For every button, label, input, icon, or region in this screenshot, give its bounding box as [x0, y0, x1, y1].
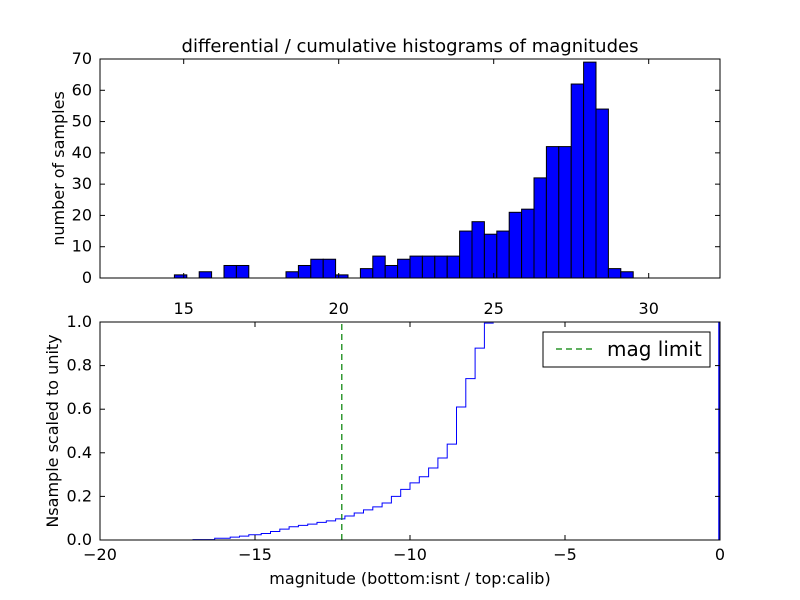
histogram-bar — [421, 255, 436, 279]
histogram-bar — [446, 255, 461, 279]
x-axis-label: magnitude (bottom:isnt / top:calib) — [269, 569, 550, 588]
histogram-bar — [310, 258, 324, 279]
histogram-bar — [459, 230, 473, 279]
y-tick-label: 0.6 — [67, 399, 92, 418]
chart-title: differential / cumulative histograms of … — [182, 36, 639, 57]
histogram-bar — [570, 83, 585, 279]
bottom-cumulative-panel: 0.0 0.2 0.4 0.6 0.8 1.0 −20 −15 −10 −5 0 mag limit m… — [43, 312, 725, 588]
y-axis-label: number of samples — [49, 91, 68, 246]
y-tick-label: 0.0 — [67, 530, 92, 549]
histogram-bar — [297, 264, 312, 279]
histogram-bar — [198, 271, 213, 279]
y-tick-label: 40 — [72, 143, 92, 162]
histogram-bar — [235, 264, 250, 279]
x-tick-label: 25 — [484, 299, 504, 318]
x-tick-label: −15 — [238, 545, 272, 564]
y-tick-label: 0 — [82, 268, 92, 287]
legend-label: mag limit — [607, 337, 702, 361]
y-tick-label: 60 — [72, 80, 92, 99]
histogram-bar — [496, 230, 510, 279]
histogram-bar — [545, 146, 560, 279]
y-tick-label: 30 — [72, 174, 92, 193]
y-tick-label: 1.0 — [67, 312, 92, 331]
y-tick-label: 10 — [72, 237, 92, 256]
histogram-bar — [322, 258, 337, 279]
y-tick-label: 20 — [72, 205, 92, 224]
histogram-bar — [583, 61, 597, 279]
histogram-bar — [223, 264, 237, 279]
histogram-bar — [595, 108, 609, 279]
histogram-bar — [607, 268, 622, 279]
x-tick-label: −10 — [393, 545, 427, 564]
x-tick-label: 0 — [715, 545, 725, 564]
histogram-bar — [434, 255, 448, 279]
histogram-bar — [533, 177, 547, 279]
legend: mag limit — [542, 331, 711, 368]
histogram-bar — [372, 255, 386, 279]
histogram-bar — [397, 258, 411, 279]
histogram-bar — [508, 211, 523, 279]
histogram-bar — [558, 146, 572, 279]
histogram-bar — [471, 221, 485, 279]
histogram-bar — [409, 255, 423, 279]
x-tick-label: −5 — [553, 545, 577, 564]
histogram-bar — [384, 264, 399, 279]
histogram-bar — [521, 208, 535, 279]
histogram-bar — [483, 233, 498, 279]
histogram-bar — [359, 268, 374, 279]
histogram-bar — [285, 271, 299, 279]
y-tick-label: 70 — [72, 49, 92, 68]
x-tick-label: 20 — [329, 299, 349, 318]
y-tick-label: 0.4 — [67, 443, 92, 462]
x-tick-label: −20 — [83, 545, 117, 564]
top-histogram-panel: 0 10 20 30 40 50 60 70 15 20 25 30 differential / cu… — [49, 36, 721, 318]
cumulative-step-line — [100, 322, 494, 541]
top-axes-frame — [99, 58, 721, 279]
histogram-bar — [620, 271, 634, 279]
y-tick-label: 0.2 — [67, 486, 92, 505]
y-tick-label: 0.8 — [67, 356, 92, 375]
x-tick-label: 30 — [639, 299, 659, 318]
y-axis-label: Nsample scaled to unity — [43, 334, 62, 527]
y-tick-label: 50 — [72, 112, 92, 131]
x-tick-label: 15 — [174, 299, 194, 318]
